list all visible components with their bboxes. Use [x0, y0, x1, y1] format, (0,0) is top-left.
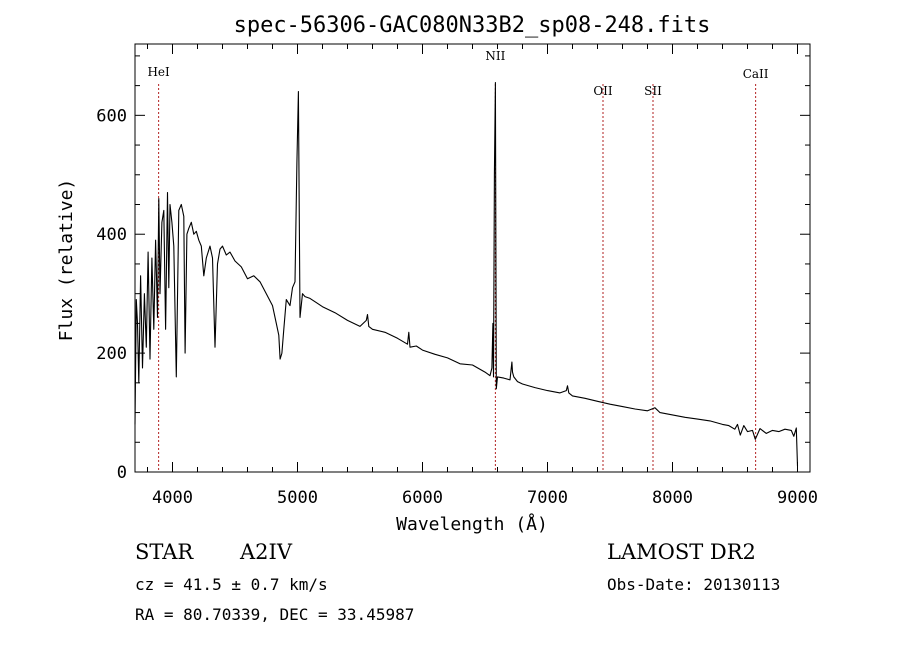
y-tick-label: 200: [96, 344, 127, 364]
ra-dec-coordinates: RA = 80.70339, DEC = 33.45987: [135, 605, 414, 624]
x-axis-label: Wavelength (Å): [396, 513, 548, 535]
line-label-nii: NII: [485, 49, 505, 63]
spectral-line-markers: HeI NII OII SII CaII: [147, 49, 769, 472]
line-label-caii: CaII: [743, 67, 769, 81]
x-axis-ticks: 4000 5000 6000 7000 8000 9000: [147, 44, 818, 508]
x-tick-label: 5000: [277, 488, 318, 508]
survey-name: LAMOST DR2: [607, 540, 756, 564]
x-tick-label: 4000: [152, 488, 193, 508]
line-label-oii: OII: [593, 84, 613, 98]
object-subclass: A2IV: [239, 540, 293, 564]
y-tick-label: 0: [117, 463, 127, 483]
line-label-sii: SII: [644, 84, 662, 98]
x-tick-label: 8000: [652, 488, 693, 508]
object-class: STAR: [135, 540, 194, 564]
spectrum-series-line: [134, 82, 799, 467]
plot-frame: [134, 43, 811, 473]
x-tick-label: 6000: [402, 488, 443, 508]
redshift-cz: cz = 41.5 ± 0.7 km/s: [135, 575, 328, 594]
y-axis-ticks: 0 200 400 600: [96, 55, 810, 483]
x-tick-label: 9000: [777, 488, 818, 508]
x-tick-label: 7000: [527, 488, 568, 508]
observation-date: Obs-Date: 20130113: [607, 575, 780, 594]
line-label-hei: HeI: [147, 65, 170, 79]
chart-title: spec-56306-GAC080N33B2_sp08-248.fits: [234, 13, 711, 38]
y-tick-label: 400: [96, 225, 127, 245]
y-tick-label: 600: [96, 106, 127, 126]
y-axis-label: Flux (relative): [56, 179, 77, 342]
